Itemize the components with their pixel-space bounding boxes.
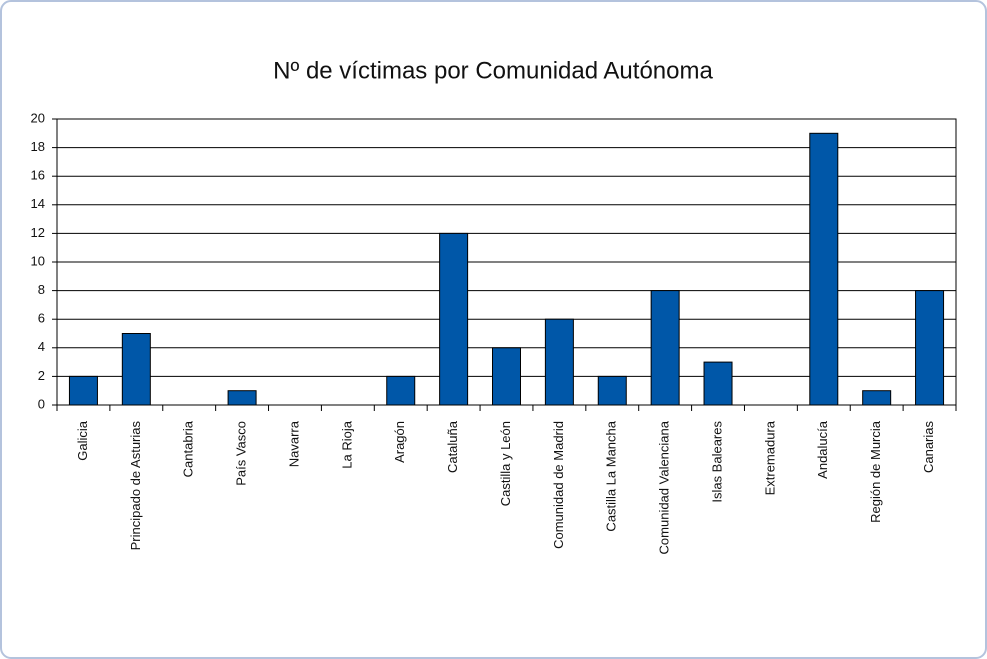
x-tick-label: Cataluña bbox=[445, 420, 460, 473]
bar bbox=[121, 333, 151, 406]
y-tick-label: 4 bbox=[38, 339, 45, 354]
x-tick-label: Principado de Asturias bbox=[128, 421, 143, 551]
bar bbox=[439, 232, 469, 406]
y-tick-label: 10 bbox=[31, 253, 45, 268]
bar bbox=[809, 132, 839, 406]
bar bbox=[650, 290, 680, 406]
bar bbox=[597, 375, 627, 406]
y-tick-label: 2 bbox=[38, 368, 45, 383]
x-tick-label: Canarias bbox=[921, 421, 936, 474]
bar bbox=[386, 375, 416, 406]
x-tick-label: Galicia bbox=[75, 420, 90, 461]
bar bbox=[915, 290, 945, 406]
y-tick-label: 6 bbox=[38, 311, 45, 326]
x-tick-label: País Vasco bbox=[234, 421, 249, 486]
x-tick-label: Cantabria bbox=[181, 420, 196, 477]
x-tick-label: Islas Baleares bbox=[709, 421, 724, 503]
bar bbox=[492, 347, 521, 406]
x-tick-label: Aragón bbox=[392, 421, 407, 463]
y-tick-label: 20 bbox=[31, 110, 45, 125]
y-tick-label: 8 bbox=[38, 282, 45, 297]
x-tick-label: Castilla y León bbox=[498, 421, 513, 506]
y-tick-label: 18 bbox=[31, 139, 45, 154]
bar bbox=[68, 375, 98, 406]
bar bbox=[703, 361, 733, 406]
y-tick-label: 12 bbox=[31, 225, 45, 240]
y-tick-label: 16 bbox=[31, 168, 45, 183]
bar bbox=[227, 390, 257, 406]
bar bbox=[544, 318, 574, 406]
bar bbox=[862, 390, 892, 406]
x-tick-label: Región de Murcia bbox=[868, 420, 883, 523]
chart-title: Nº de víctimas por Comunidad Autónoma bbox=[273, 57, 713, 84]
x-tick-label: Navarra bbox=[286, 420, 301, 467]
x-tick-label: Comunidad de Madrid bbox=[551, 421, 566, 549]
x-tick-label: Andalucía bbox=[815, 420, 830, 479]
y-tick-label: 14 bbox=[31, 196, 45, 211]
x-tick-label: Castilla La Mancha bbox=[604, 420, 619, 531]
x-tick-label: Extremadura bbox=[762, 420, 777, 495]
y-tick-label: 0 bbox=[38, 396, 45, 411]
x-tick-label: La Rioja bbox=[339, 420, 354, 468]
x-tick-label: Comunidad Valenciana bbox=[657, 420, 672, 554]
